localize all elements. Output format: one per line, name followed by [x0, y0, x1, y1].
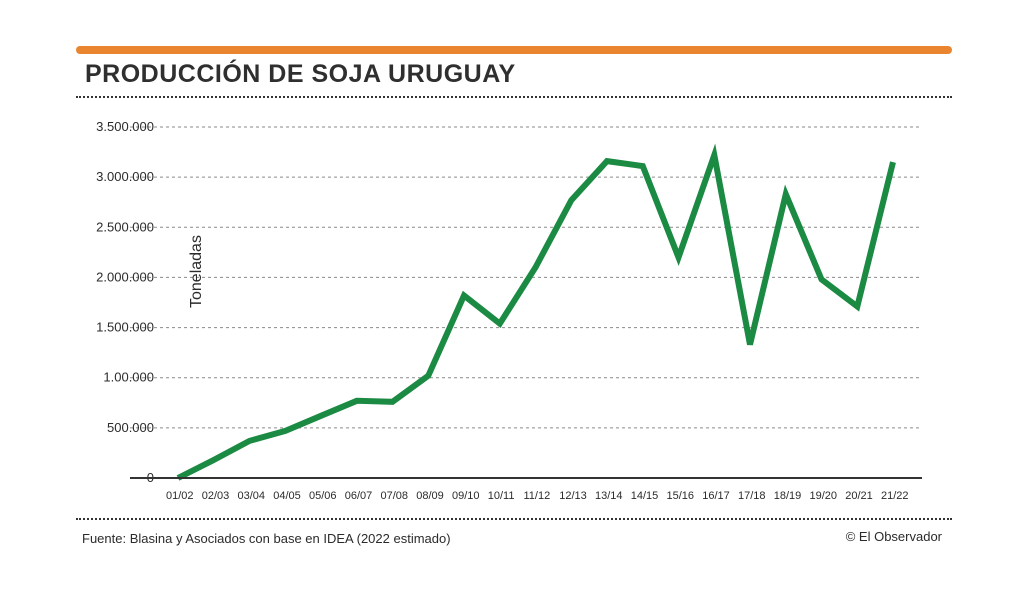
y-tick-label: 1.500.000: [96, 320, 154, 335]
x-tick-label: 10/11: [488, 490, 515, 502]
x-tick-label: 03/04: [238, 490, 266, 502]
x-tick-label: 07/08: [381, 490, 409, 502]
y-tick-label: 500.000: [107, 420, 154, 435]
x-tick-label: 21/22: [881, 490, 909, 502]
grid-lines: [130, 126, 922, 429]
x-tick-label: 20/21: [845, 490, 873, 502]
series-line-produccion: [176, 143, 896, 481]
y-tick-labels: 0500.0001.00.0001.500.0002.000.0002.500.…: [96, 119, 154, 485]
x-tick-label: 17/18: [738, 490, 766, 502]
chart-title: PRODUCCIÓN DE SOJA URUGUAY: [85, 60, 516, 88]
x-tick-label: 08/09: [416, 490, 444, 502]
x-tick-label: 12/13: [559, 490, 587, 502]
x-tick-labels: 01/02 02/03 03/04 04/05 05/06 06/07 07/08 08/09…: [166, 490, 909, 502]
credit-label: © El Observador: [845, 529, 942, 544]
footer-divider: [76, 518, 952, 520]
x-tick-label: 13/14: [595, 490, 623, 502]
x-tick-label: 02/03: [202, 490, 230, 502]
title-divider: [76, 96, 952, 98]
x-tick-label: 15/16: [667, 490, 695, 502]
x-tick-label: 16/17: [702, 490, 730, 502]
y-axis-label: Toneladas: [188, 235, 205, 308]
x-tick-label: 09/10: [452, 490, 480, 502]
x-tick-label: 06/07: [345, 490, 373, 502]
x-tick-label: 01/02: [166, 490, 194, 502]
y-tick-label: 3.500.000: [96, 119, 154, 134]
y-tick-label: 1.00.000: [103, 370, 154, 385]
x-tick-label: 18/19: [774, 490, 802, 502]
y-tick-label: 2.000.000: [96, 269, 154, 284]
x-tick-label: 11/12: [524, 490, 551, 502]
x-tick-label: 14/15: [631, 490, 659, 502]
source-note: Fuente: Blasina y Asociados con base en …: [82, 531, 451, 546]
y-tick-label: 2.500.000: [96, 219, 154, 234]
x-tick-label: 05/06: [309, 490, 337, 502]
x-tick-label: 04/05: [273, 490, 301, 502]
y-tick-label: 3.000.000: [96, 169, 154, 184]
x-tick-label: 19/20: [810, 490, 838, 502]
accent-bar: [76, 46, 952, 54]
